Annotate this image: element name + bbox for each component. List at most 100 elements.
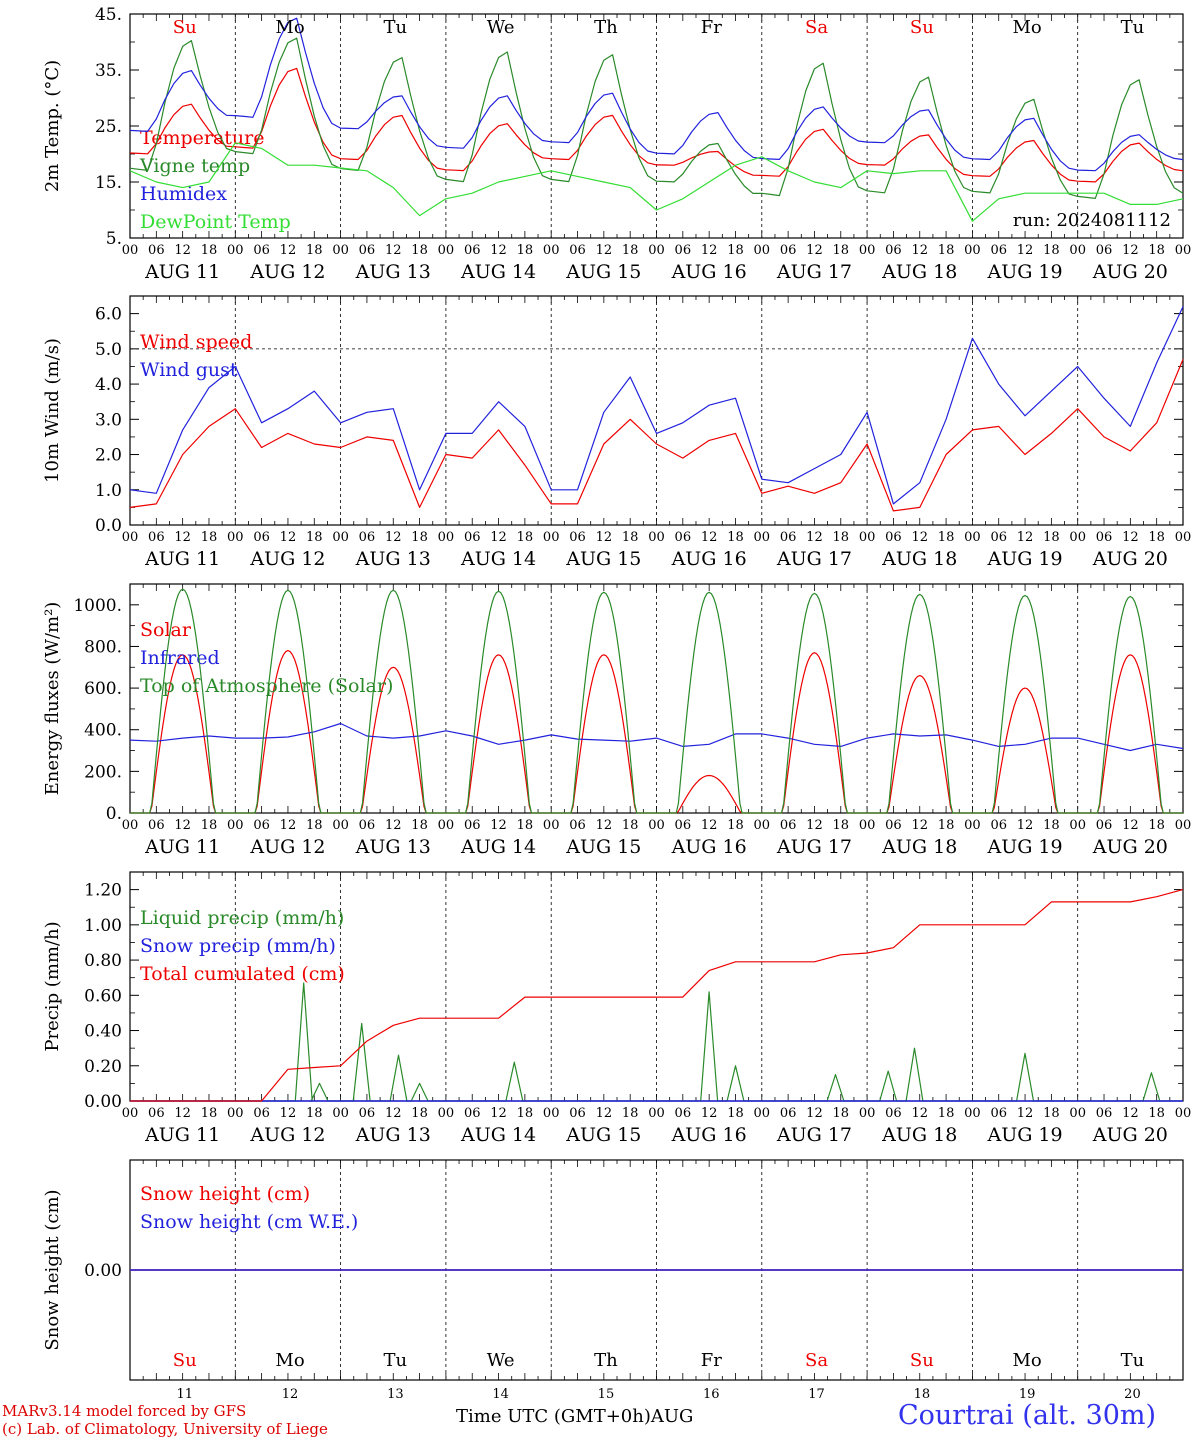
legend-entry: Solar	[140, 619, 192, 641]
date-label: AUG 18	[881, 261, 957, 283]
panel-2: 0.0 1.0 2.0 3.0 4.0 5.0 6.0 10m Wind (m/s) Wind …	[42, 295, 1191, 570]
hour-tick-label: 00	[332, 1106, 349, 1121]
hour-tick-label: 18	[622, 530, 639, 545]
hour-tick-label: 00	[964, 818, 981, 833]
series-line	[129, 37, 1184, 199]
hour-tick-label: 06	[253, 530, 270, 545]
date-label: AUG 15	[565, 1124, 641, 1146]
date-label: AUG 19	[986, 1124, 1062, 1146]
legend-entry: Total cumulated (cm)	[140, 963, 345, 985]
hour-tick-label: 18	[306, 818, 323, 833]
hour-tick-label: 12	[280, 1106, 297, 1121]
hour-tick-label: 12	[1122, 1106, 1139, 1121]
legend-entry: Vigne temp	[139, 155, 250, 177]
y-tick-label: 2.0	[95, 446, 122, 466]
hour-tick-label: 00	[1175, 243, 1192, 258]
date-label: AUG 12	[249, 836, 325, 858]
hour-tick-label: 06	[464, 243, 481, 258]
hour-tick-label: 12	[806, 818, 823, 833]
hour-tick-label: 00	[332, 818, 349, 833]
hour-tick-label: 06	[148, 1106, 165, 1121]
hour-tick-label: 00	[332, 243, 349, 258]
panel-1: 5. 15. 25. 35. 45. 2m Temp. (°C) Temperature Vi…	[42, 5, 1191, 283]
hour-tick-label: 00	[122, 530, 139, 545]
y-tick-label: 0.00	[84, 1261, 122, 1281]
day-number: 17	[808, 1387, 825, 1402]
day-name: Mo	[1013, 17, 1042, 38]
date-label: AUG 11	[144, 1124, 220, 1146]
y-tick-label: 600.	[84, 679, 122, 699]
day-name: Su	[910, 1350, 934, 1371]
hour-tick-label: 06	[359, 530, 376, 545]
hour-tick-label: 18	[306, 530, 323, 545]
hour-tick-label: 06	[359, 1106, 376, 1121]
hour-tick-label: 06	[569, 530, 586, 545]
y-tick-label: 6.0	[95, 305, 122, 325]
date-label: AUG 12	[249, 261, 325, 283]
day-name: Th	[594, 1350, 618, 1371]
day-number: 13	[387, 1387, 404, 1402]
day-number: 14	[492, 1387, 509, 1402]
hour-tick-label: 06	[990, 243, 1007, 258]
hour-tick-label: 18	[517, 1106, 534, 1121]
hour-tick-label: 06	[253, 1106, 270, 1121]
y-tick-label: 0.00	[84, 1092, 122, 1112]
legend-entry: Top of Atmosphere (Solar)	[140, 675, 393, 697]
hour-tick-label: 12	[701, 243, 718, 258]
day-name: Tu	[384, 17, 408, 38]
hour-tick-label: 18	[517, 243, 534, 258]
day-name: Su	[910, 17, 934, 38]
hour-tick-label: 06	[1096, 1106, 1113, 1121]
day-number: 16	[703, 1387, 720, 1402]
hour-tick-label: 18	[1043, 1106, 1060, 1121]
hour-tick-label: 06	[148, 530, 165, 545]
hour-tick-label: 18	[201, 818, 218, 833]
date-label: AUG 13	[355, 261, 431, 283]
hour-tick-label: 06	[675, 530, 692, 545]
hour-tick-label: 00	[859, 818, 876, 833]
day-name: Tu	[1121, 17, 1145, 38]
lab-credit: (c) Lab. of Climatology, University of L…	[2, 1420, 328, 1438]
hour-tick-label: 00	[754, 818, 771, 833]
hour-tick-label: 00	[1069, 243, 1086, 258]
hour-tick-label: 00	[227, 1106, 244, 1121]
hour-tick-label: 00	[227, 530, 244, 545]
hour-tick-label: 06	[148, 818, 165, 833]
hour-tick-label: 00	[227, 243, 244, 258]
legend-entry: Humidex	[140, 183, 227, 205]
day-number: 19	[1019, 1387, 1036, 1402]
day-name: Sa	[805, 1350, 828, 1371]
legend-entry: Snow height (cm W.E.)	[140, 1211, 358, 1233]
hour-tick-label: 00	[543, 243, 560, 258]
date-label: AUG 19	[986, 836, 1062, 858]
hour-tick-label: 18	[517, 818, 534, 833]
hour-tick-label: 06	[359, 243, 376, 258]
hour-tick-label: 00	[648, 530, 665, 545]
date-label: AUG 19	[986, 261, 1062, 283]
date-label: AUG 11	[144, 836, 220, 858]
date-label: AUG 14	[460, 548, 536, 570]
hour-tick-label: 06	[780, 1106, 797, 1121]
y-axis-label: Snow height (cm)	[42, 1189, 63, 1350]
hour-tick-label: 12	[385, 243, 402, 258]
y-tick-label: 0.20	[84, 1057, 122, 1077]
date-label: AUG 15	[565, 548, 641, 570]
y-tick-label: 0.40	[84, 1022, 122, 1042]
y-tick-label: 400.	[84, 721, 122, 741]
date-label: AUG 15	[565, 836, 641, 858]
hour-tick-label: 18	[622, 243, 639, 258]
date-label: AUG 15	[565, 261, 641, 283]
y-axis-label: 10m Wind (m/s)	[42, 338, 63, 483]
hour-tick-label: 18	[938, 1106, 955, 1121]
date-label: AUG 18	[881, 836, 957, 858]
y-tick-label: 15.	[95, 173, 122, 193]
y-tick-label: 0.	[106, 804, 122, 824]
date-label: AUG 13	[355, 548, 431, 570]
date-label: AUG 20	[1092, 261, 1168, 283]
date-label: AUG 14	[460, 1124, 536, 1146]
date-label: AUG 18	[881, 1124, 957, 1146]
hour-tick-label: 12	[1122, 243, 1139, 258]
hour-tick-label: 06	[253, 818, 270, 833]
date-label: AUG 17	[776, 261, 852, 283]
series-line	[129, 306, 1184, 505]
